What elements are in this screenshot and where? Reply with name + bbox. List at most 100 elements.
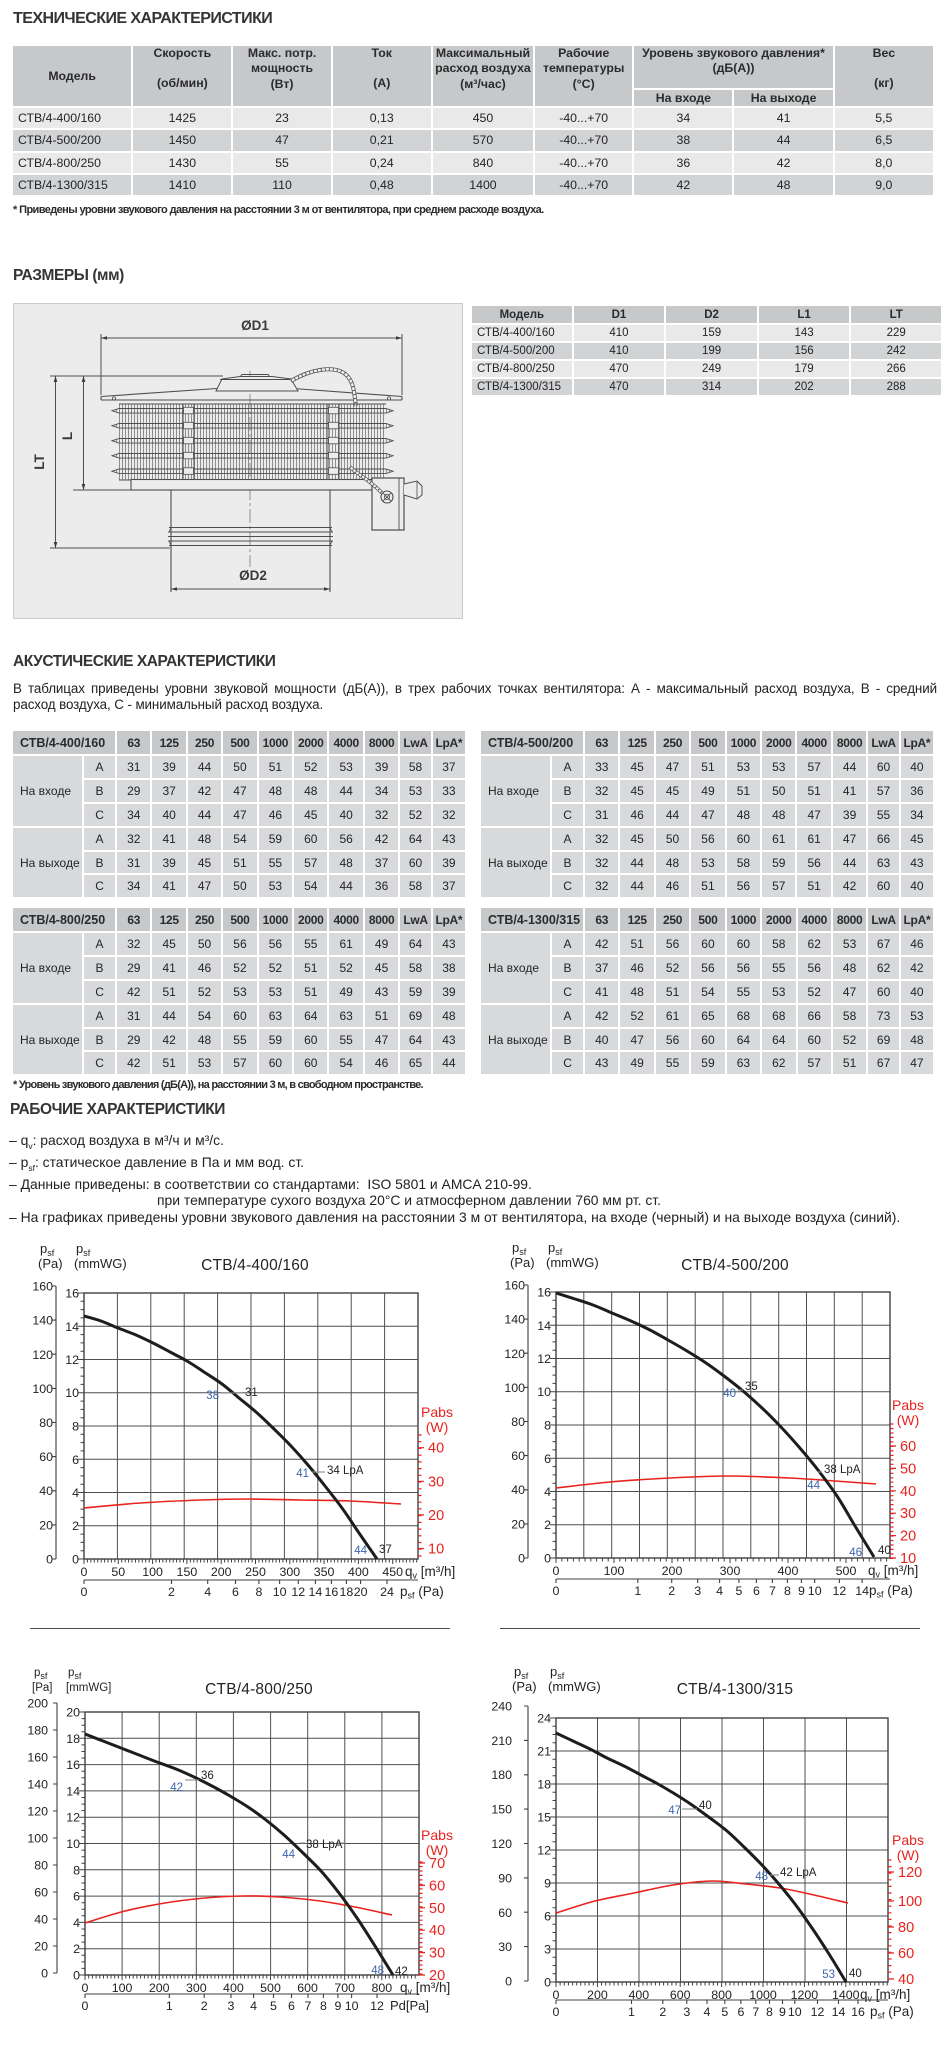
svg-text:8: 8 xyxy=(73,1863,80,1877)
svg-text:48: 48 xyxy=(755,1871,768,1883)
svg-text:100: 100 xyxy=(112,1981,133,1995)
svg-text:90: 90 xyxy=(498,1871,512,1885)
svg-text:300: 300 xyxy=(186,1981,207,1995)
svg-text:0: 0 xyxy=(46,1553,53,1567)
svg-text:20: 20 xyxy=(429,1968,445,1984)
svg-text:0: 0 xyxy=(553,2005,560,2019)
svg-text:160: 160 xyxy=(32,1280,53,1294)
svg-text:37: 37 xyxy=(379,1544,392,1556)
svg-text:Pd[Pa]: Pd[Pa] xyxy=(390,1998,429,2013)
svg-text:14: 14 xyxy=(537,1319,551,1333)
svg-text:60: 60 xyxy=(511,1449,525,1463)
svg-text:(W): (W) xyxy=(426,1419,449,1435)
svg-text:14: 14 xyxy=(832,2005,846,2019)
svg-text:14: 14 xyxy=(66,1784,80,1798)
svg-text:400: 400 xyxy=(778,1564,799,1578)
svg-text:12: 12 xyxy=(811,2005,825,2019)
svg-text:200: 200 xyxy=(587,1988,608,2002)
svg-text:300: 300 xyxy=(279,1565,300,1579)
svg-text:200: 200 xyxy=(211,1565,232,1579)
svg-text:38 LpA: 38 LpA xyxy=(306,1839,343,1851)
svg-text:10: 10 xyxy=(345,1999,359,2013)
svg-text:qv [m³/h]: qv [m³/h] xyxy=(860,1987,910,2004)
svg-text:12: 12 xyxy=(66,1811,80,1825)
svg-text:34 LpA: 34 LpA xyxy=(327,1465,364,1477)
svg-text:700: 700 xyxy=(334,1981,355,1995)
svg-text:14: 14 xyxy=(855,1584,869,1598)
svg-text:40: 40 xyxy=(878,1545,891,1557)
svg-text:0: 0 xyxy=(82,1999,89,2013)
svg-text:60: 60 xyxy=(900,1439,916,1455)
svg-text:42: 42 xyxy=(170,1782,183,1794)
svg-text:CTB/4-400/160: CTB/4-400/160 xyxy=(201,1257,309,1274)
svg-text:psf: psf xyxy=(34,1667,48,1681)
svg-text:(Pa): (Pa) xyxy=(38,1256,63,1271)
svg-text:120: 120 xyxy=(491,1837,512,1851)
svg-text:70: 70 xyxy=(429,1856,445,1872)
svg-text:800: 800 xyxy=(711,1988,732,2002)
svg-text:50: 50 xyxy=(111,1565,125,1579)
svg-text:16: 16 xyxy=(851,2005,865,2019)
svg-text:5: 5 xyxy=(735,1584,742,1598)
svg-text:2: 2 xyxy=(544,1518,551,1532)
svg-text:4: 4 xyxy=(704,2005,711,2019)
svg-text:0: 0 xyxy=(553,1564,560,1578)
svg-text:15: 15 xyxy=(537,1811,551,1825)
svg-text:40: 40 xyxy=(34,1913,48,1927)
svg-text:120: 120 xyxy=(32,1348,53,1362)
svg-text:2: 2 xyxy=(201,1999,208,2013)
svg-text:800: 800 xyxy=(371,1981,392,1995)
svg-text:5: 5 xyxy=(270,1999,277,2013)
svg-text:20: 20 xyxy=(428,1508,444,1524)
svg-text:100: 100 xyxy=(32,1382,53,1396)
svg-text:12: 12 xyxy=(833,1584,847,1598)
svg-text:6: 6 xyxy=(737,2005,744,2019)
svg-text:10: 10 xyxy=(808,1584,822,1598)
svg-text:Pabs: Pabs xyxy=(421,1404,453,1420)
svg-text:38 LpA: 38 LpA xyxy=(824,1464,861,1476)
svg-text:4: 4 xyxy=(716,1584,723,1598)
svg-text:41: 41 xyxy=(296,1468,309,1480)
svg-text:20: 20 xyxy=(511,1517,525,1531)
svg-text:0: 0 xyxy=(81,1565,88,1579)
svg-text:300: 300 xyxy=(720,1564,741,1578)
svg-text:350: 350 xyxy=(314,1565,335,1579)
svg-text:4: 4 xyxy=(250,1999,257,2013)
svg-text:400: 400 xyxy=(348,1565,369,1579)
svg-text:18: 18 xyxy=(340,1585,354,1599)
svg-text:Pabs: Pabs xyxy=(421,1827,453,1843)
svg-text:18: 18 xyxy=(537,1778,551,1792)
svg-text:9: 9 xyxy=(779,2005,786,2019)
svg-text:(mmWG): (mmWG) xyxy=(74,1256,127,1271)
svg-text:6: 6 xyxy=(544,1910,551,1924)
svg-text:180: 180 xyxy=(27,1724,48,1738)
svg-text:qv [m³/h]: qv [m³/h] xyxy=(400,1980,450,1997)
svg-text:2: 2 xyxy=(168,1585,175,1599)
svg-text:10: 10 xyxy=(428,1542,444,1558)
svg-text:2: 2 xyxy=(668,1584,675,1598)
svg-text:60: 60 xyxy=(39,1450,53,1464)
svg-text:44: 44 xyxy=(807,1480,820,1492)
svg-text:60: 60 xyxy=(498,1906,512,1920)
svg-text:40: 40 xyxy=(699,1800,712,1812)
svg-text:40: 40 xyxy=(429,1923,445,1939)
svg-text:0: 0 xyxy=(553,1988,560,2002)
svg-text:31: 31 xyxy=(245,1387,258,1399)
svg-text:3: 3 xyxy=(683,2005,690,2019)
svg-text:400: 400 xyxy=(223,1981,244,1995)
svg-text:210: 210 xyxy=(491,1734,512,1748)
svg-text:150: 150 xyxy=(177,1565,198,1579)
svg-text:60: 60 xyxy=(34,1886,48,1900)
svg-text:500: 500 xyxy=(260,1981,281,1995)
svg-text:50: 50 xyxy=(429,1901,445,1917)
svg-text:6: 6 xyxy=(544,1452,551,1466)
svg-text:8: 8 xyxy=(544,1419,551,1433)
svg-text:0: 0 xyxy=(41,1967,48,1981)
svg-text:0: 0 xyxy=(544,1552,551,1566)
svg-text:6: 6 xyxy=(232,1585,239,1599)
svg-text:1400: 1400 xyxy=(832,1988,860,2002)
svg-text:1200: 1200 xyxy=(791,1988,819,2002)
svg-text:60: 60 xyxy=(429,1878,445,1894)
svg-text:42 LpA: 42 LpA xyxy=(780,1867,817,1879)
svg-text:CTB/4-800/250: CTB/4-800/250 xyxy=(205,1681,313,1698)
